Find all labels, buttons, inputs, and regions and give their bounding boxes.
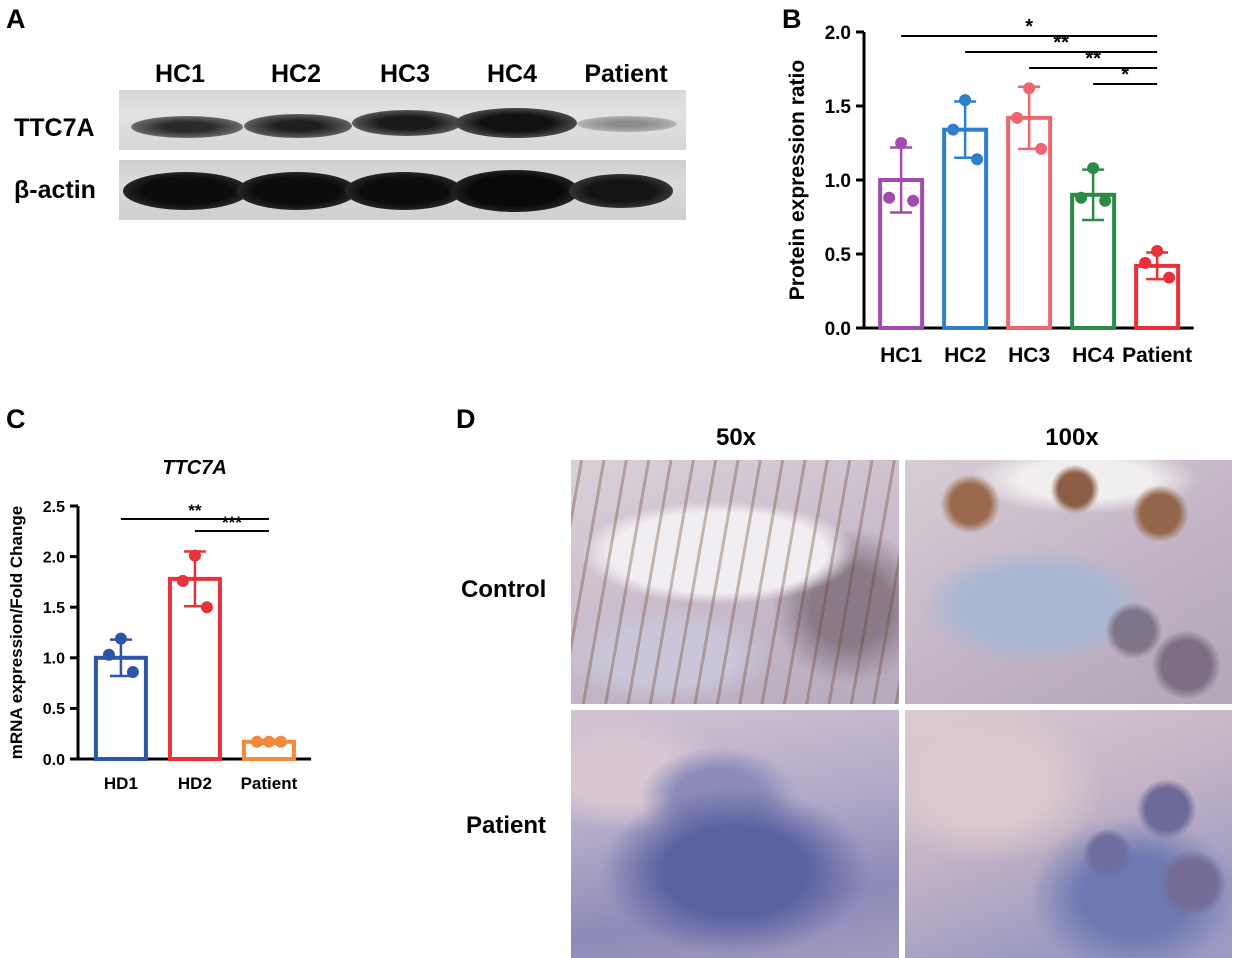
ttc7a-band-hc3 (352, 110, 462, 136)
data-point (262, 735, 275, 748)
data-point (274, 735, 287, 748)
data-point (250, 735, 263, 748)
column-label-100x: 100x (1045, 424, 1099, 451)
row-label-patient: Patient (466, 812, 547, 839)
panel-c-label: C (6, 404, 26, 434)
data-point (883, 191, 896, 204)
y-axis-label: Protein expression ratio (786, 60, 809, 300)
data-point (1075, 191, 1088, 204)
data-point (200, 601, 213, 614)
x-tick-label: Patient (241, 774, 298, 793)
data-point (1035, 142, 1048, 155)
histology-control-50x (571, 460, 899, 704)
y-tick-label: 1.0 (43, 651, 65, 668)
row-label-actin: β-actin (14, 176, 96, 204)
significance-label: * (1025, 16, 1033, 38)
ttc7a-band-hc1 (131, 116, 243, 138)
y-axis-label: mRNA expression/Fold Change (7, 506, 26, 759)
column-label-50x: 50x (715, 424, 757, 451)
row-label-control: Control (461, 576, 547, 603)
y-tick-label: 1.5 (43, 600, 65, 617)
y-tick-label: 0.5 (43, 701, 65, 718)
data-point (1139, 256, 1152, 269)
data-point (1151, 245, 1164, 258)
data-point (1087, 162, 1100, 175)
lane-label-hc2: HC2 (270, 60, 321, 88)
data-point (907, 194, 920, 207)
actin-band-hc3 (345, 172, 463, 210)
ttc7a-band-hc2 (244, 114, 352, 138)
lane-label-hc1: HC1 (154, 60, 205, 88)
significance-label: ** (1053, 32, 1069, 54)
lane-label-hc3: HC3 (379, 60, 430, 88)
panel-b-label: B (782, 4, 802, 34)
x-tick-label: HD1 (104, 774, 138, 793)
y-tick-label: 2.0 (825, 23, 851, 44)
significance-label: ** (1085, 48, 1101, 70)
actin-band-hc1 (123, 172, 249, 210)
actin-band-hc4 (451, 170, 579, 212)
histology-control-100x (905, 460, 1232, 704)
lane-label-patient: Patient (584, 60, 668, 88)
x-tick-label: HC4 (1072, 344, 1114, 367)
panel-a-label: A (6, 4, 26, 34)
significance-label: *** (222, 513, 242, 532)
data-point (1163, 271, 1176, 284)
data-point (895, 137, 908, 149)
ttc7a-band-hc4 (455, 108, 577, 138)
ttc7a-band-patient (577, 116, 677, 132)
x-tick-label: HC2 (944, 344, 986, 367)
mrna-expression-chart: 0.0 0.5 1.0 1.5 2.0 2.5 mRNA expression/Fold C… (7, 457, 312, 793)
data-point (126, 665, 139, 678)
data-point (971, 153, 984, 166)
data-point (114, 632, 127, 645)
data-point (947, 123, 960, 136)
x-tick-label: HD2 (178, 774, 212, 793)
actin-band-hc2 (237, 172, 357, 210)
x-tick-label: Patient (1122, 344, 1192, 367)
y-tick-label: 2.0 (43, 549, 65, 566)
chart-title: TTC7A (162, 457, 226, 479)
y-tick-label: 0.5 (825, 245, 852, 266)
panel-d-label: D (456, 404, 476, 434)
y-tick-label: 0.0 (825, 319, 851, 340)
actin-band-patient (569, 174, 673, 208)
data-point (176, 574, 189, 587)
protein-expression-chart: 0.0 0.5 1.0 1.5 2.0 Protein expression ratio H… (786, 16, 1194, 367)
histology-patient-100x (905, 710, 1232, 958)
y-tick-label: 2.5 (43, 499, 65, 516)
lane-label-hc4: HC4 (486, 60, 537, 88)
data-point (1099, 194, 1112, 207)
x-tick-label: HC3 (1008, 344, 1050, 367)
row-label-ttc7a: TTC7A (14, 114, 95, 142)
significance-label: ** (188, 501, 202, 520)
data-point (959, 94, 972, 107)
data-point (102, 648, 115, 661)
data-point (1011, 111, 1024, 124)
y-tick-label: 1.0 (825, 171, 851, 192)
significance-label: * (1121, 64, 1129, 86)
y-tick-label: 0.0 (43, 752, 65, 769)
histology-patient-50x (571, 710, 899, 958)
data-point (188, 549, 201, 562)
data-point (1023, 82, 1036, 95)
x-tick-label: HC1 (880, 344, 922, 367)
y-tick-label: 1.5 (825, 97, 852, 118)
actin-blot (119, 160, 686, 220)
ttc7a-blot (119, 90, 686, 150)
